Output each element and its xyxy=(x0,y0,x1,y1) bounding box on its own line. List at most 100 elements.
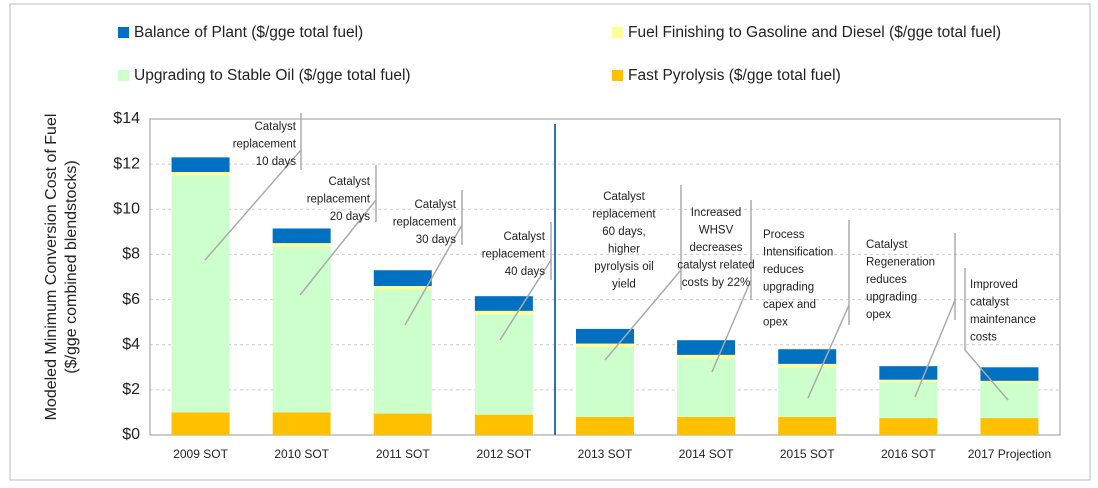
leader-line xyxy=(604,269,682,361)
annotation: replacement xyxy=(233,139,297,151)
x-tick-label: 2016 SOT xyxy=(881,447,936,461)
legend-label: Balance of Plant ($/gge total fuel) xyxy=(134,24,363,41)
annotation: Regeneration xyxy=(866,257,935,269)
annotation: Catalyst xyxy=(414,199,456,211)
bar-segment xyxy=(576,343,634,347)
x-tick-label: 2010 SOT xyxy=(274,447,329,461)
annotation: upgrading xyxy=(866,292,917,304)
annotation: Catalyst xyxy=(503,231,545,243)
annotation: upgrading xyxy=(763,282,814,294)
annotation: maintenance xyxy=(970,314,1036,326)
bar-segment xyxy=(576,328,634,344)
bar-segment xyxy=(272,243,331,247)
x-tick-label: 2009 SOT xyxy=(173,447,228,461)
bar-segment xyxy=(272,228,331,244)
x-tick-label: 2015 SOT xyxy=(780,447,835,461)
bar-segment xyxy=(879,418,938,435)
bar-segment xyxy=(474,310,533,315)
annotation: higher xyxy=(608,244,640,256)
bar-segment xyxy=(677,358,736,417)
bar-segment xyxy=(778,363,837,368)
bar-segment xyxy=(373,413,432,435)
bar-segment xyxy=(980,380,1039,384)
x-tick-label: 2011 SOT xyxy=(376,447,430,461)
y-tick-label: $14 xyxy=(113,110,140,127)
bar-segment xyxy=(474,314,533,415)
annotation: 40 days xyxy=(505,266,546,278)
legend-marker xyxy=(118,70,129,81)
annotation: Catalyst xyxy=(603,191,645,203)
annotation: Intensification xyxy=(763,247,833,259)
bar-segment xyxy=(778,416,837,435)
legend-marker xyxy=(612,27,623,38)
y-tick-label: $4 xyxy=(122,336,140,353)
annotation: catalyst related xyxy=(677,260,754,272)
x-tick-label: 2012 SOT xyxy=(477,447,532,461)
bar-segment xyxy=(677,340,736,355)
bar-segment xyxy=(980,367,1039,381)
annotation: costs xyxy=(970,332,997,344)
bar-segment xyxy=(272,246,331,413)
legend-marker xyxy=(118,27,129,38)
chart-frame xyxy=(9,3,1091,481)
leader-line xyxy=(499,259,552,341)
annotation: reduces xyxy=(866,274,907,286)
annotation: 30 days xyxy=(416,234,457,246)
bar-segment xyxy=(474,296,533,311)
leader-line xyxy=(404,224,463,326)
bar-segment xyxy=(879,366,938,380)
bar-segment xyxy=(171,172,230,176)
y-tick-label: $12 xyxy=(113,155,140,172)
annotation: 20 days xyxy=(330,211,371,223)
annotation: opex xyxy=(763,317,788,329)
leader-line xyxy=(807,304,850,399)
bar-segment xyxy=(677,416,736,435)
bar-segment xyxy=(171,157,230,173)
bar-segment xyxy=(778,367,837,417)
bar-segment xyxy=(677,354,736,359)
leader-line xyxy=(204,149,302,261)
annotation: reduces xyxy=(763,264,804,276)
legend-label: Upgrading to Stable Oil ($/gge total fue… xyxy=(134,67,411,84)
legend-marker xyxy=(612,70,623,81)
y-tick-label: $0 xyxy=(122,426,140,443)
bar-segment xyxy=(879,381,938,419)
bar-segment xyxy=(171,412,230,435)
annotation: Increased xyxy=(691,207,742,219)
annotation: catalyst xyxy=(970,297,1010,309)
leader-line xyxy=(711,279,752,373)
annotation: replacement xyxy=(592,209,656,221)
annotation: WHSV xyxy=(699,225,734,237)
annotation: opex xyxy=(866,309,891,321)
x-tick-label: 2013 SOT xyxy=(578,447,633,461)
bar-segment xyxy=(576,346,634,417)
annotation: replacement xyxy=(482,249,546,261)
bar-segment xyxy=(373,270,432,287)
y-tick-label: $8 xyxy=(122,246,140,263)
annotation: replacement xyxy=(393,217,457,229)
x-tick-label: 2014 SOT xyxy=(679,447,734,461)
bar-segment xyxy=(474,414,533,435)
annotation: 10 days xyxy=(256,156,297,168)
annotation: Catalyst xyxy=(254,121,296,133)
annotation: Process xyxy=(763,229,805,241)
y-tick-label: $10 xyxy=(113,201,140,218)
annotation: yield xyxy=(612,279,636,291)
leader-line xyxy=(299,199,377,296)
bar-segment xyxy=(171,175,230,413)
annotation: decreases xyxy=(689,242,742,254)
leader-line xyxy=(914,299,956,398)
bar-segment xyxy=(373,286,432,290)
bar-segment xyxy=(879,379,938,382)
annotation: replacement xyxy=(307,194,371,206)
bar-segment xyxy=(272,412,331,435)
y-tick-label: $6 xyxy=(122,291,140,308)
legend-label: Fast Pyrolysis ($/gge total fuel) xyxy=(628,67,841,84)
legend-label: Fuel Finishing to Gasoline and Diesel ($… xyxy=(628,24,1001,41)
bar-segment xyxy=(576,416,634,435)
annotation: Catalyst xyxy=(866,239,908,251)
bar-segment xyxy=(980,418,1039,435)
y-tick-label: $2 xyxy=(122,381,140,398)
leader-line xyxy=(964,349,1009,401)
